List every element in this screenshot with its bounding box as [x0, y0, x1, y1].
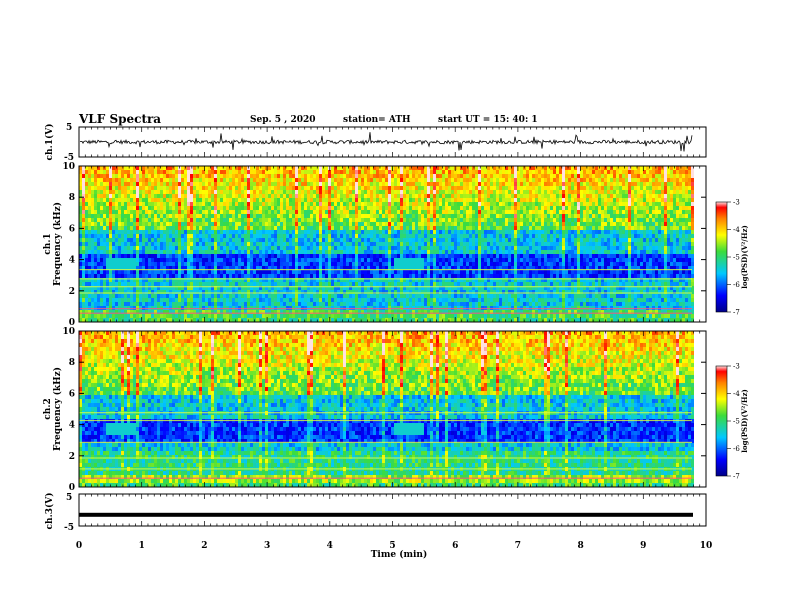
ch1-spectrogram-ylabel-frequency: Frequency (kHz): [52, 202, 63, 286]
ch3-ytick-top: 5: [66, 493, 72, 503]
spec-ytick-label: 10: [62, 327, 75, 337]
ch1-ytick-bottom: -5: [64, 153, 74, 163]
x-tick-label: 6: [452, 541, 458, 551]
x-tick-label: 3: [264, 541, 270, 551]
spec-ytick-label: 8: [69, 193, 75, 203]
x-tick-label: 10: [700, 541, 713, 551]
ch1-ylabel-frequency: Frequency (kHz): [52, 202, 63, 286]
ch1-spectrogram-ylabel-channel: ch.1: [43, 233, 53, 254]
spec-ytick-label: 4: [69, 256, 75, 266]
spec-ytick-label: 0: [69, 483, 75, 493]
ch1-ylabel-channel: ch.1: [43, 233, 53, 254]
ch3-waveform-line: [79, 512, 693, 517]
date-label: Sep. 5 , 2020: [250, 115, 316, 125]
ch3-waveform-ylabel: ch.3(V): [44, 493, 55, 530]
colorbar-tick-label: -4: [733, 226, 740, 234]
ch1-colorbar: [715, 201, 728, 313]
ch3-waveform-frame: [78, 493, 707, 527]
ch2-ylabel-frequency: Frequency (kHz): [52, 367, 63, 451]
spec-ytick-label: 2: [69, 452, 75, 462]
ch2-spectrogram-ylabel-channel: ch.2: [43, 398, 53, 419]
x-axis-label: Time (min): [371, 549, 428, 560]
colorbar-tick-label: -5: [733, 418, 740, 426]
spec-ytick-label: 6: [69, 224, 75, 234]
colorbar-tick-label: -5: [733, 254, 740, 262]
spec-ytick-label: 10: [62, 162, 75, 172]
x-tick-label: 0: [76, 541, 82, 551]
colorbar-tick-label: -6: [733, 445, 740, 453]
colorbar-tick-label: -7: [733, 309, 740, 317]
ch2-spectrogram-image: [79, 331, 694, 487]
ch3-ytick-bottom: -5: [64, 523, 74, 533]
ch1-waveform-ylabel: ch.1(V): [44, 124, 55, 161]
x-tick-label: 7: [515, 541, 521, 551]
station-label: station= ATH: [343, 115, 411, 125]
figure-title: VLF Spectra: [78, 112, 161, 126]
ch2-colorbar: [715, 365, 728, 477]
spec-ytick-label: 8: [69, 358, 75, 368]
colorbar-tick-label: -7: [733, 473, 740, 481]
spec-ytick-label: 6: [69, 389, 75, 399]
ch1-waveform-panel: 5 -5 ch.1(V): [44, 123, 707, 163]
spec-ytick-label: 0: [69, 318, 75, 328]
ch1-waveform-line: [79, 132, 693, 152]
ch1-spectrogram-image: [79, 166, 694, 322]
x-tick-label: 1: [139, 541, 145, 551]
x-tick-label: 8: [577, 541, 583, 551]
x-tick-label: 5: [389, 541, 395, 551]
ch3-waveform-panel: 5 -5 ch.3(V): [44, 493, 707, 533]
spec-ytick-label: 4: [69, 421, 75, 431]
colorbar-tick-label: -3: [733, 199, 740, 207]
ch1-ytick-top: 5: [66, 123, 72, 133]
colorbar-tick-label: -4: [733, 390, 740, 398]
x-tick-label: 4: [327, 541, 333, 551]
spec-ytick-label: 2: [69, 287, 75, 297]
ch2-spectrogram-ylabel-frequency: Frequency (kHz): [52, 367, 63, 451]
ch2-colorbar-label: log(PSD)(V²/Hz): [740, 389, 749, 453]
x-tick-label: 2: [201, 541, 207, 551]
x-axis: 0 1 2 3 4 5 6 7 8 9 10: [76, 127, 712, 551]
colorbar-tick-label: -6: [733, 281, 740, 289]
x-tick-label: 9: [640, 541, 646, 551]
ch2-ylabel-channel: ch.2: [43, 398, 53, 419]
colorbar-tick-label: -3: [733, 363, 740, 371]
start-time-label: start UT = 15: 40: 1: [438, 115, 538, 125]
ch1-colorbar-label: log(PSD)(V²/Hz): [740, 225, 749, 289]
